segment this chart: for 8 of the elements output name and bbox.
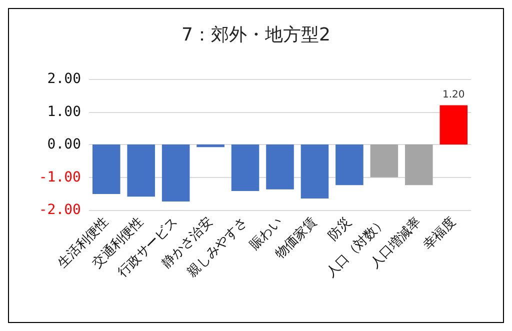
chart-title: 7：郊外・地方型2: [182, 24, 330, 46]
data-label: 1.20: [442, 90, 465, 101]
y-tick-label: -2.00: [38, 202, 81, 218]
y-tick-label: 2.00: [47, 71, 81, 87]
y-tick-label: 0.00: [47, 136, 81, 152]
y-tick-label: -1.00: [38, 169, 81, 186]
x-tick-label: 幸福度: [420, 214, 459, 253]
y-tick-label: 1.00: [47, 104, 81, 120]
